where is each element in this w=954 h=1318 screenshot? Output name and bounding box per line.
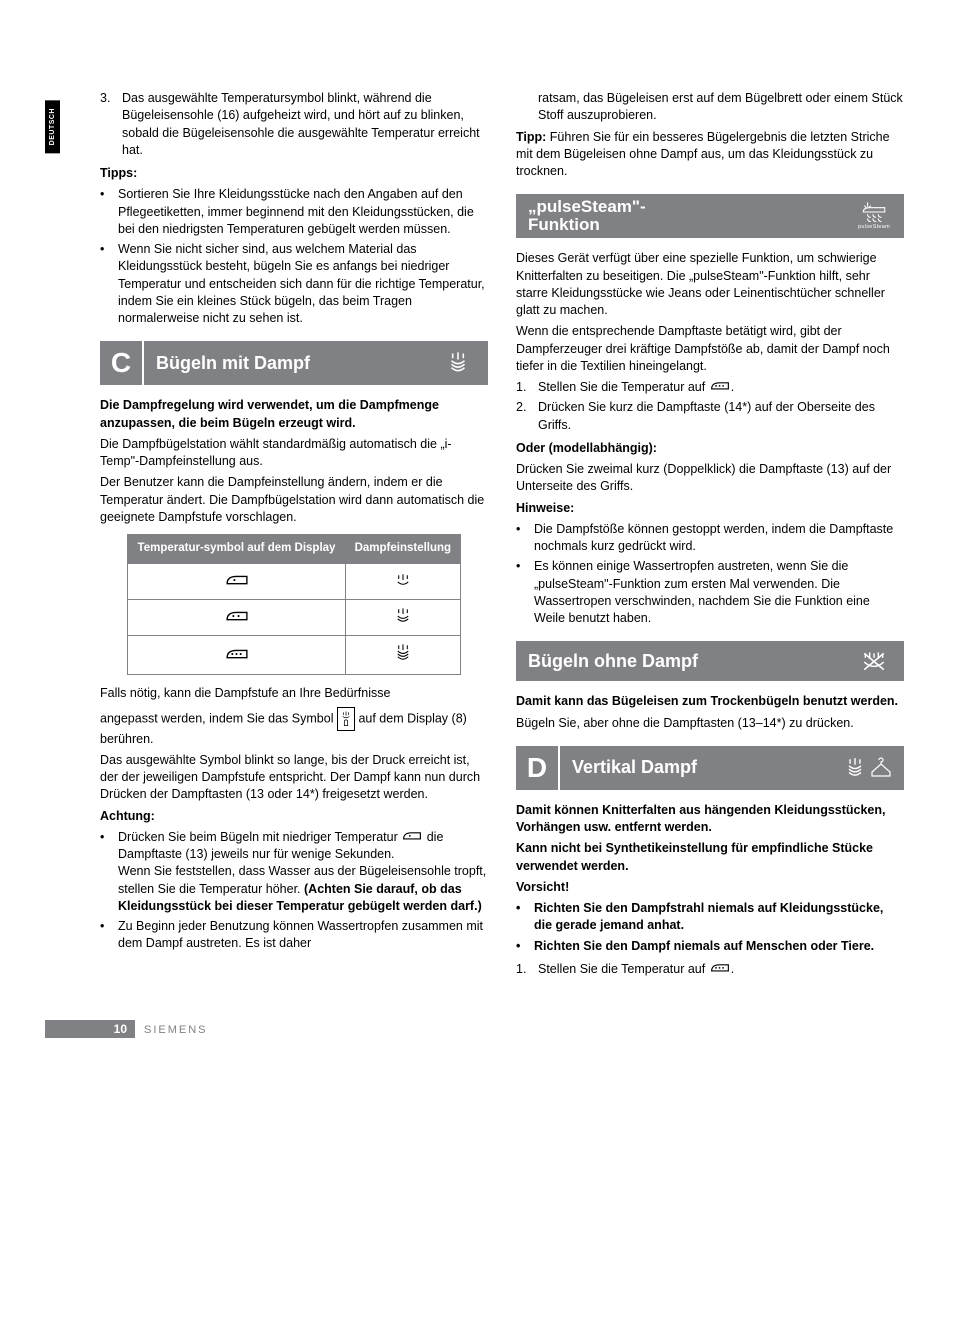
body-text: Falls nötig, kann die Dampfstufe an Ihre… [100, 685, 488, 702]
section-pulsesteam-header: „pulseSteam"- Funktion pulseSteam [516, 194, 904, 238]
body-text: Der Benutzer kann die Dampfeinstellung ä… [100, 474, 488, 526]
body-text: Das ausgewählte Symbol blinkt so lange, … [100, 752, 488, 804]
section-c-intro: Die Dampfregelung wird verwendet, um die… [100, 397, 488, 432]
table-header: Dampfeinstellung [345, 535, 460, 564]
page-number: 10 [114, 1022, 127, 1036]
table-row [128, 563, 461, 599]
list-item: Zu Beginn jeder Benutzung können Wassert… [100, 918, 488, 953]
continuation-text: ratsam, das Bügeleisen erst auf dem Büge… [516, 90, 904, 125]
caution-list: Richten Sie den Dampfstrahl niemals auf … [516, 900, 904, 955]
iron-3-dot-icon [709, 379, 731, 396]
item-number: 1. [516, 379, 532, 396]
list-item: Drücken Sie beim Bügeln mit niedriger Te… [100, 829, 488, 915]
iron-3-dot-icon [128, 636, 346, 675]
notes-list: Die Dampfstöße können gestoppt werden, i… [516, 521, 904, 628]
warning-text: Kann nicht bei Synthetikeinstellung für … [516, 840, 904, 875]
section-letter: C [100, 341, 144, 385]
brand-name: SIEMENS [144, 1024, 208, 1036]
manual-page: DEUTSCH 3. Das ausgewählte Temperatursym… [0, 0, 954, 1098]
subheading: Oder (modellabhängig): [516, 440, 904, 457]
body-text: angepasst werden, indem Sie das Symbol a… [100, 707, 488, 748]
body-text: Die Dampfbügelstation wählt standardmäßi… [100, 436, 488, 471]
section-title: „pulseSteam"- Funktion [516, 194, 844, 238]
list-item: 1. Stellen Sie die Temperatur auf . [516, 379, 904, 396]
subheading: Hinweise: [516, 500, 904, 517]
list-item: Wenn Sie nicht sicher sind, aus welchem … [100, 241, 488, 327]
list-item: Es können einige Wassertropfen austreten… [516, 558, 904, 627]
section-c-header: C Bügeln mit Dampf [100, 341, 488, 385]
section-d-header: D Vertikal Dampf [516, 746, 904, 790]
right-column: ratsam, das Bügeleisen erst auf dem Büge… [516, 90, 904, 984]
steam-med-icon [345, 599, 460, 635]
language-tab: DEUTSCH [45, 100, 60, 153]
body-text: Bügeln Sie, aber ohne die Dampftasten (1… [516, 715, 904, 732]
list-item: Richten Sie den Dampfstrahl niemals auf … [516, 900, 904, 935]
page-footer: 10 SIEMENS [100, 1014, 904, 1038]
numbered-list: 3. Das ausgewählte Temperatursymbol blin… [100, 90, 488, 159]
numbered-list: 1. Stellen Sie die Temperatur auf . 2. D… [516, 379, 904, 434]
tips-list: Sortieren Sie Ihre Kleidungsstücke nach … [100, 186, 488, 327]
item-number: 1. [516, 961, 532, 978]
item-text: Das ausgewählte Temperatursymbol blinkt,… [122, 90, 488, 159]
pulsesteam-icon: pulseSteam [844, 194, 904, 238]
table-row [128, 636, 461, 675]
left-column: 3. Das ausgewählte Temperatursymbol blin… [100, 90, 488, 984]
list-item: 1. Stellen Sie die Temperatur auf . [516, 961, 904, 978]
table-row [128, 599, 461, 635]
tips-heading: Tipps: [100, 165, 488, 182]
steam-icon [428, 341, 488, 385]
item-number: 2. [516, 399, 532, 434]
item-number: 3. [100, 90, 116, 159]
temperature-steam-table: Temperatur-symbol auf dem Display Dampfe… [127, 534, 461, 675]
list-item: Die Dampfstöße können gestoppt werden, i… [516, 521, 904, 556]
section-intro: Damit können Knitterfalten aus hängenden… [516, 802, 904, 837]
iron-1-dot-icon [401, 829, 423, 846]
numbered-list: 1. Stellen Sie die Temperatur auf . [516, 961, 904, 978]
table-header: Temperatur-symbol auf dem Display [128, 535, 346, 564]
section-title: Vertikal Dampf [560, 746, 832, 790]
warning-list: Drücken Sie beim Bügeln mit niedriger Te… [100, 829, 488, 953]
vertical-steam-icon [832, 746, 904, 790]
caution-heading: Vorsicht! [516, 879, 904, 896]
section-title: Bügeln mit Dampf [144, 341, 428, 385]
iron-1-dot-icon [128, 563, 346, 599]
steam-touch-icon [337, 707, 355, 731]
body-text: Wenn die entsprechende Dampftaste betäti… [516, 323, 904, 375]
iron-3-dot-icon [709, 961, 731, 978]
section-title: Bügeln ohne Dampf [516, 641, 844, 681]
list-item: Richten Sie den Dampf niemals auf Mensch… [516, 938, 904, 955]
warning-heading: Achtung: [100, 808, 488, 825]
body-text: Drücken Sie zweimal kurz (Doppelklick) d… [516, 461, 904, 496]
tip-paragraph: Tipp: Führen Sie für ein besseres Bügele… [516, 129, 904, 181]
page-number-bar: 10 [45, 1020, 135, 1038]
body-text: Dieses Gerät verfügt über eine spezielle… [516, 250, 904, 319]
iron-2-dot-icon [128, 599, 346, 635]
list-item: 2. Drücken Sie kurz die Dampftaste (14*)… [516, 399, 904, 434]
steam-high-icon [345, 636, 460, 675]
section-no-steam-header: Bügeln ohne Dampf [516, 641, 904, 681]
list-item: 3. Das ausgewählte Temperatursymbol blin… [100, 90, 488, 159]
list-item: Sortieren Sie Ihre Kleidungsstücke nach … [100, 186, 488, 238]
section-intro: Damit kann das Bügeleisen zum Trockenbüg… [516, 693, 904, 710]
two-column-layout: 3. Das ausgewählte Temperatursymbol blin… [100, 90, 904, 984]
section-letter: D [516, 746, 560, 790]
no-steam-icon [844, 641, 904, 681]
steam-low-icon [345, 563, 460, 599]
